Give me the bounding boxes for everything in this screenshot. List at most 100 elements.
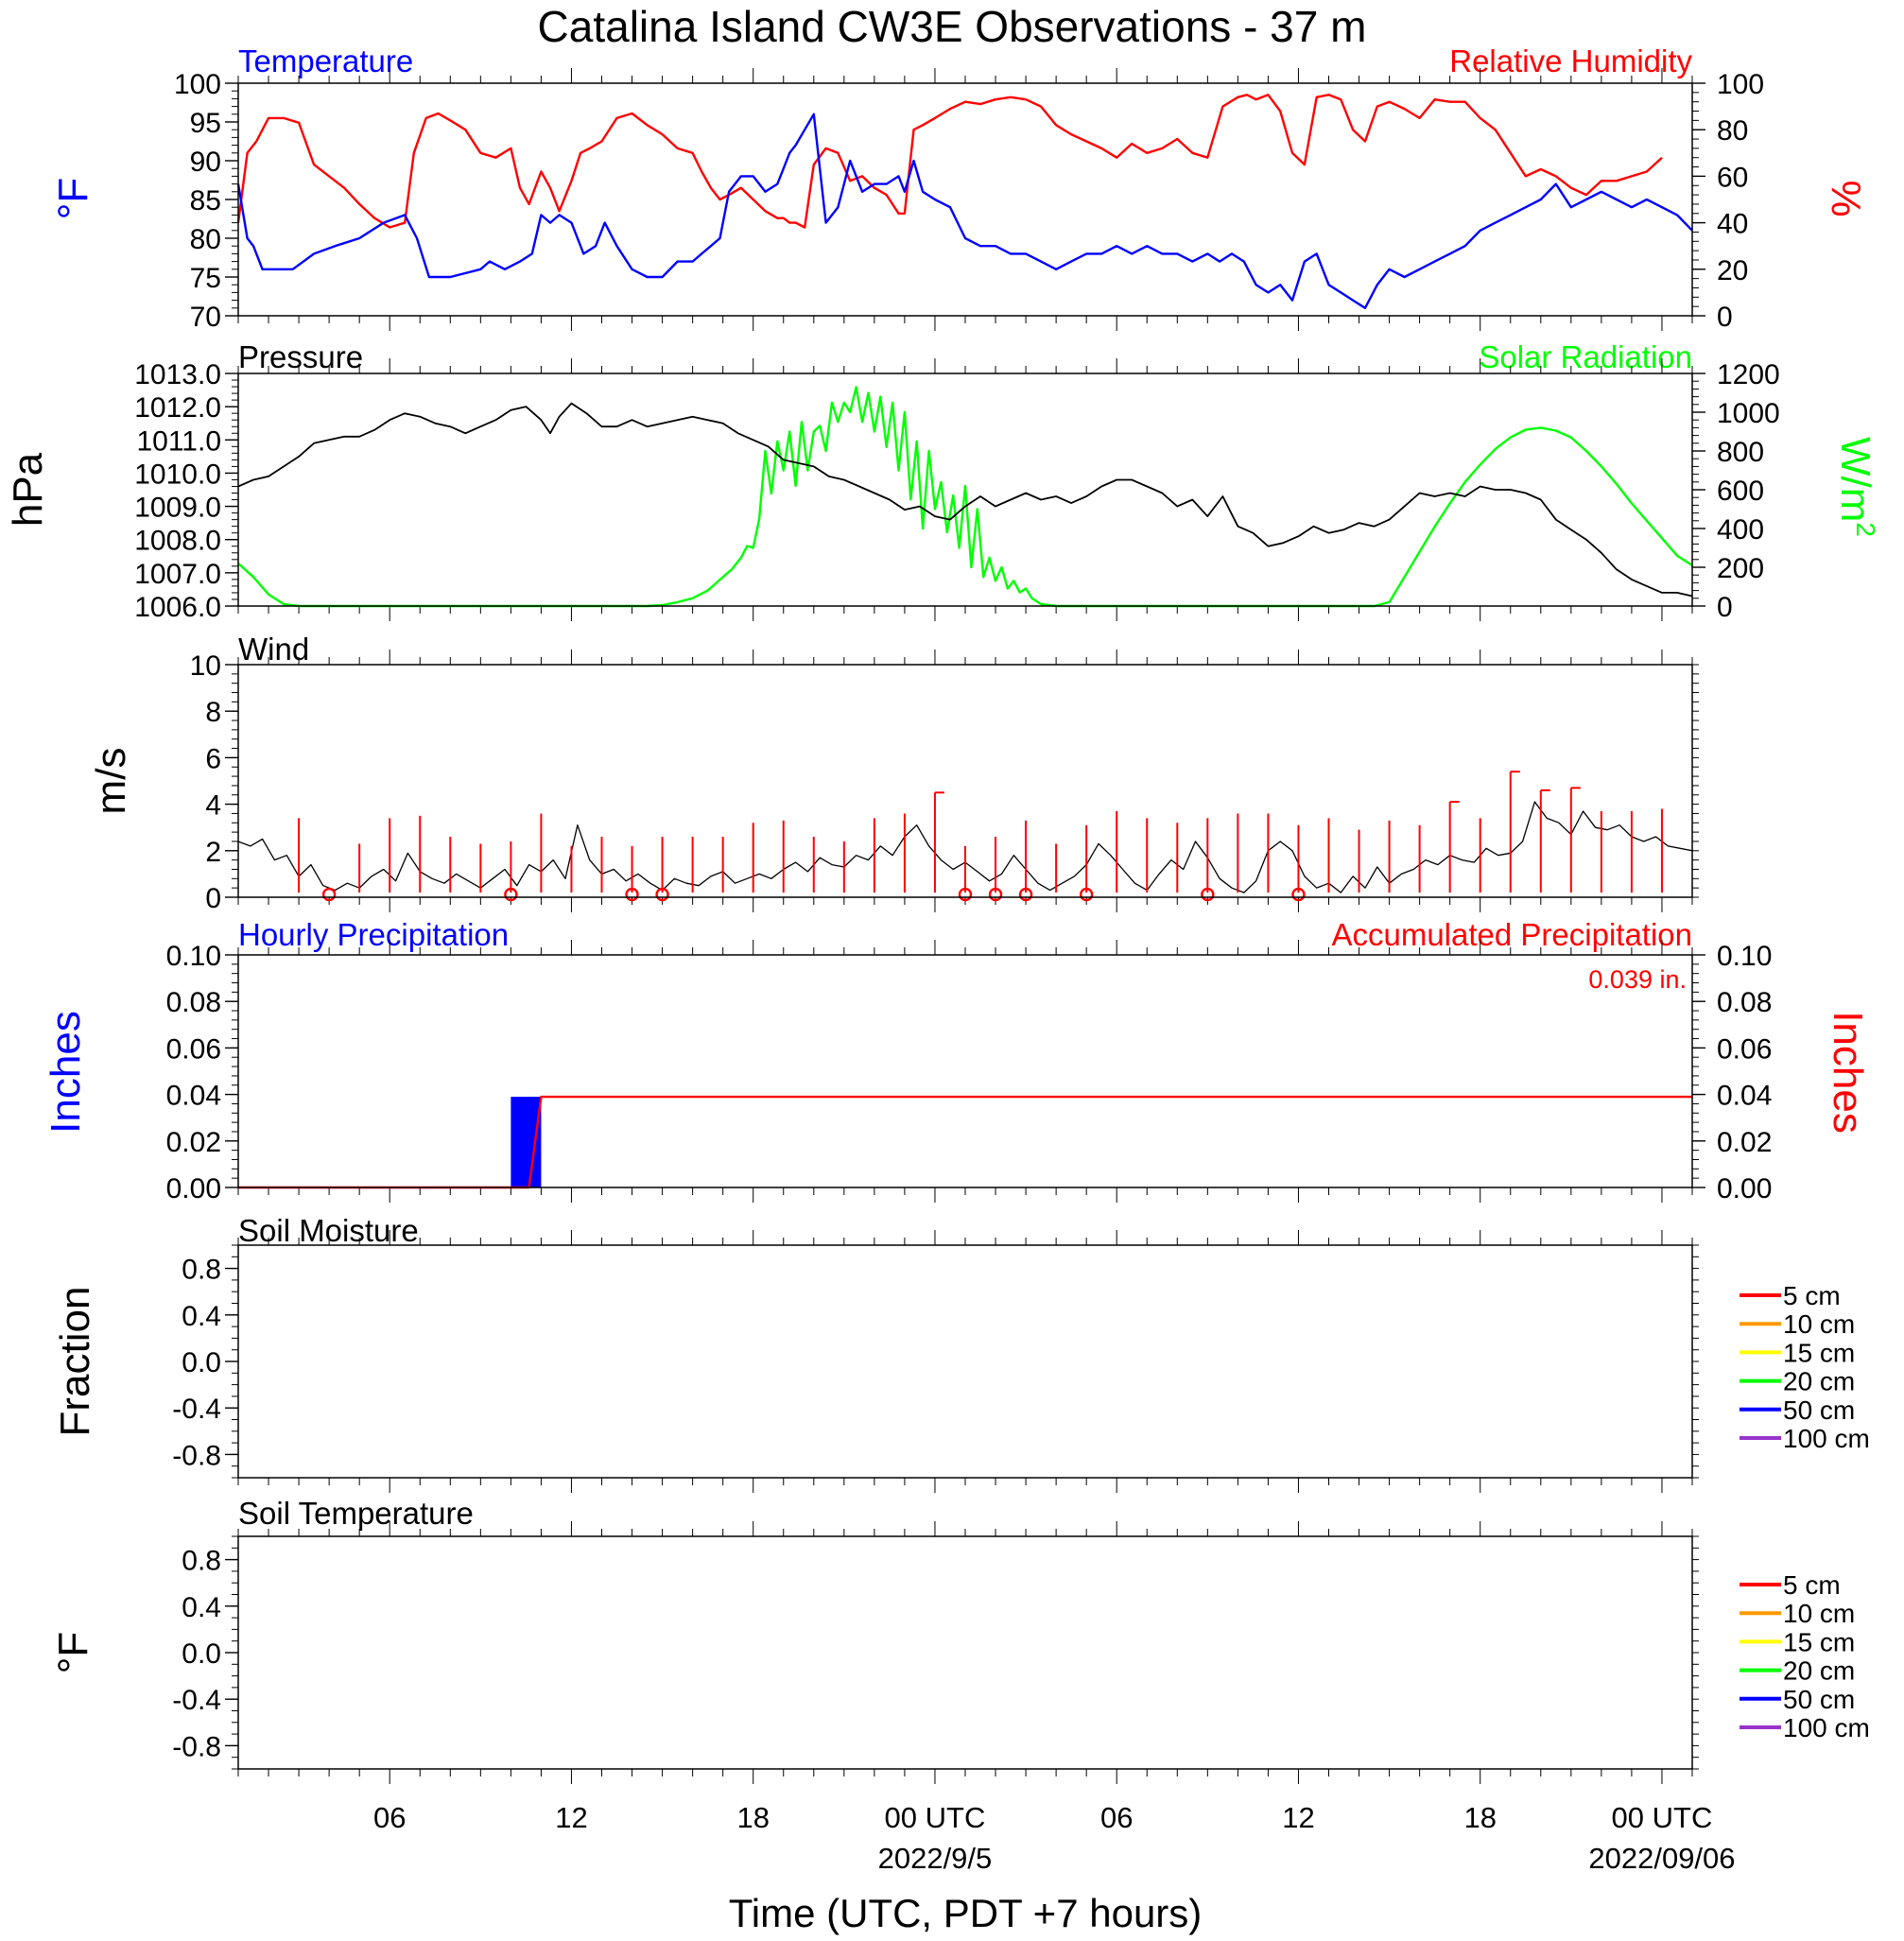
soil-temperature-legend-label: 10 cm <box>1783 1599 1855 1628</box>
pressure-tick-label: 1008.0 <box>134 526 221 557</box>
wind-tick-label: 4 <box>205 790 221 822</box>
wind-tick-label: 8 <box>205 697 221 728</box>
wind-unit: m/s <box>88 748 134 815</box>
calm-wind-marker <box>988 887 1003 902</box>
soil-moisture-unit: Fraction <box>52 1287 98 1437</box>
time-tick-label: 06 <box>1100 1801 1133 1834</box>
pressure-tick-label: 1006.0 <box>134 592 221 623</box>
panel-temperature-humidity: Temperature Relative Humidity °F % 70 75 8… <box>50 43 1869 333</box>
figure-title: Catalina Island CW3E Observations - 37 m <box>538 2 1367 51</box>
hourly-precip-tick-label: 0.00 <box>166 1173 221 1204</box>
soil-moisture-title: Soil Moisture <box>238 1213 419 1248</box>
accum-precip-tick-label: 0.04 <box>1717 1081 1772 1112</box>
panel-soil-temperature: Soil Temperature °F -0.8 -0.4 0.0 0.4 0.8 5 … <box>50 1496 1870 1784</box>
soil-temperature-tick-label: -0.4 <box>172 1685 221 1716</box>
calm-wind-marker <box>1201 887 1215 902</box>
soil-moisture-legend-label: 5 cm <box>1783 1281 1841 1310</box>
time-tick-label: 06 <box>373 1801 406 1834</box>
wind-tick-label: 2 <box>205 837 221 868</box>
solar-tick-label: 400 <box>1717 514 1764 546</box>
humidity-tick-label: 0 <box>1717 302 1733 333</box>
soil-moisture-legend-label: 50 cm <box>1783 1395 1855 1425</box>
pressure-tick-label: 1013.0 <box>134 359 221 390</box>
panel-pressure-solar: Pressure Solar Radiation hPa W/m2 1006.0… <box>5 339 1880 623</box>
humidity-tick-label: 40 <box>1717 209 1748 240</box>
pressure-tick-label: 1011.0 <box>136 425 221 457</box>
wind-tick-label: 6 <box>205 743 221 774</box>
temperature-tick-label: 100 <box>174 69 221 100</box>
hourly-precip-bar <box>511 1097 542 1187</box>
time-axis-title: Time (UTC, PDT +7 hours) <box>729 1891 1203 1935</box>
soil-temperature-tick-label: 0.0 <box>182 1638 221 1670</box>
panel-precipitation: Hourly Precipitation Accumulated Precipi… <box>43 917 1871 1204</box>
wind-frame <box>237 664 1693 898</box>
temperature-tick-label: 75 <box>190 263 221 294</box>
calm-wind-marker <box>321 887 337 902</box>
humidity-tick-label: 100 <box>1717 69 1764 100</box>
soil-temperature-legend-label: 5 cm <box>1783 1570 1841 1600</box>
soil-temperature-tick-label: 0.8 <box>182 1546 221 1577</box>
soil-moisture-legend-label: 20 cm <box>1783 1367 1855 1396</box>
humidity-tick-label: 60 <box>1717 162 1748 193</box>
hourly-precip-tick-label: 0.04 <box>166 1081 221 1112</box>
accum-precip-tick-label: 0.06 <box>1717 1033 1772 1065</box>
humidity-tick-label: 20 <box>1717 255 1748 286</box>
solar-tick-label: 1200 <box>1717 359 1780 390</box>
hourly-precip-tick-label: 0.02 <box>166 1127 221 1158</box>
pressure-solar-frame <box>237 373 1693 607</box>
accum-precip-title: Accumulated Precipitation <box>1331 917 1692 952</box>
hourly-precip-title: Hourly Precipitation <box>238 917 509 952</box>
solar-unit: W/m2 <box>1832 437 1880 537</box>
pressure-tick-label: 1009.0 <box>134 493 221 524</box>
soil-temperature-legend-label: 15 cm <box>1783 1627 1855 1656</box>
wind-title: Wind <box>238 632 309 667</box>
wind-tick-label: 10 <box>190 650 221 682</box>
temperature-unit: °F <box>50 178 96 219</box>
soil-temperature-legend-label: 50 cm <box>1783 1685 1855 1714</box>
pressure-tick-label: 1007.0 <box>134 559 221 590</box>
pressure-unit: hPa <box>5 452 51 527</box>
soil-temperature-legend-label: 20 cm <box>1783 1656 1855 1686</box>
calm-wind-marker <box>958 887 973 902</box>
soil-moisture-legend-label: 15 cm <box>1783 1338 1855 1367</box>
accum-precip-unit: Inches <box>1825 1011 1871 1134</box>
soil-moisture-tick-label: 0.8 <box>182 1255 221 1286</box>
temperature-title: Temperature <box>238 43 413 78</box>
calm-wind-marker <box>504 887 518 902</box>
soil-moisture-tick-label: 0.0 <box>182 1347 221 1378</box>
temperature-tick-label: 90 <box>190 147 221 178</box>
calm-wind-marker <box>655 887 669 902</box>
calm-wind-marker <box>1018 887 1033 902</box>
soil-temperature-title: Soil Temperature <box>238 1496 474 1531</box>
solar-radiation-line <box>237 386 1693 608</box>
time-tick-label: 00 UTC <box>885 1801 986 1834</box>
hourly-precip-tick-label: 0.08 <box>166 987 221 1018</box>
date-label: 2022/09/06 <box>1588 1842 1735 1875</box>
solar-unit-exponent: 2 <box>1851 522 1880 537</box>
accum-precip-tick-label: 0.08 <box>1717 987 1772 1018</box>
time-tick-label: 18 <box>736 1801 769 1834</box>
calm-wind-marker <box>625 887 639 902</box>
humidity-unit: % <box>1823 180 1869 217</box>
time-tick-label: 00 UTC <box>1612 1801 1713 1834</box>
soil-moisture-legend-label: 10 cm <box>1783 1309 1855 1339</box>
hourly-precip-tick-label: 0.06 <box>166 1033 221 1065</box>
pressure-tick-label: 1010.0 <box>134 459 221 490</box>
time-tick-label: 12 <box>1282 1801 1314 1834</box>
accum-precip-tick-label: 0.00 <box>1717 1173 1772 1204</box>
wind-tick-label: 0 <box>205 883 221 914</box>
humidity-title: Relative Humidity <box>1449 43 1692 78</box>
calm-wind-marker <box>1079 887 1094 902</box>
solar-tick-label: 600 <box>1717 476 1764 507</box>
humidity-tick-label: 80 <box>1717 115 1748 147</box>
soil-moisture-tick-label: 0.4 <box>182 1301 221 1332</box>
panel-wind: Wind m/s 0 2 4 6 8 10 <box>88 632 1699 914</box>
pressure-title: Pressure <box>238 339 363 374</box>
time-tick-label: 18 <box>1463 1801 1496 1834</box>
soil-temperature-tick-label: -0.8 <box>172 1731 221 1762</box>
temperature-line <box>236 113 1693 309</box>
temperature-tick-label: 95 <box>190 108 221 139</box>
solar-tick-label: 200 <box>1717 553 1764 584</box>
